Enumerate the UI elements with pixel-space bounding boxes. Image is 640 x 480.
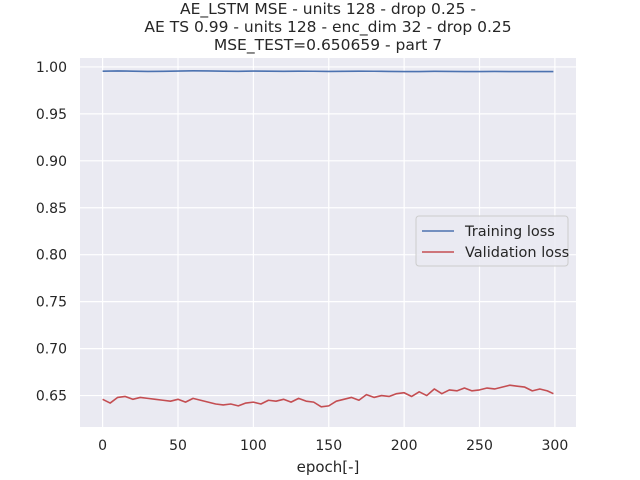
y-tick-label-0.75: 0.75 — [36, 295, 67, 311]
y-tick-label-0.85: 0.85 — [36, 201, 67, 217]
x-tick-label-150: 150 — [315, 438, 342, 454]
y-tick-label-1.00: 1.00 — [36, 60, 67, 76]
legend: Training loss Validation loss — [415, 215, 569, 267]
y-tick-label-0.80: 0.80 — [36, 248, 67, 264]
legend-label-validation-loss: Validation loss — [465, 245, 569, 261]
x-axis-label: epoch[-] — [297, 458, 360, 476]
y-tick-label-0.95: 0.95 — [36, 107, 67, 123]
x-tick-label-250: 250 — [466, 438, 493, 454]
y-tick-label-0.65: 0.65 — [36, 389, 67, 405]
legend-label-training-loss: Training loss — [464, 224, 555, 240]
chart-title: AE_LSTM MSE - units 128 - drop 0.25 - AE… — [144, 0, 511, 55]
x-tick-labels: 0 50 100 150 200 250 300 — [98, 438, 568, 454]
title-line-2: AE TS 0.99 - units 128 - enc_dim 32 - dr… — [144, 18, 511, 37]
x-tick-label-200: 200 — [391, 438, 418, 454]
x-tick-label-50: 50 — [169, 438, 187, 454]
x-tick-label-0: 0 — [98, 438, 107, 454]
series-layer — [102, 70, 554, 408]
title-line-3: MSE_TEST=0.650659 - part 7 — [214, 36, 442, 55]
y-tick-label-0.90: 0.90 — [36, 154, 67, 170]
series-line-validation-loss — [102, 384, 554, 408]
y-tick-labels: 1.00 0.95 0.90 0.85 0.80 0.75 0.70 0.65 — [36, 60, 67, 405]
y-tick-label-0.70: 0.70 — [36, 342, 67, 358]
title-line-1: AE_LSTM MSE - units 128 - drop 0.25 - — [180, 0, 476, 19]
series-line-training-loss — [102, 70, 554, 73]
legend-box — [415, 215, 569, 267]
x-tick-label-100: 100 — [240, 438, 267, 454]
x-tick-label-300: 300 — [542, 438, 569, 454]
